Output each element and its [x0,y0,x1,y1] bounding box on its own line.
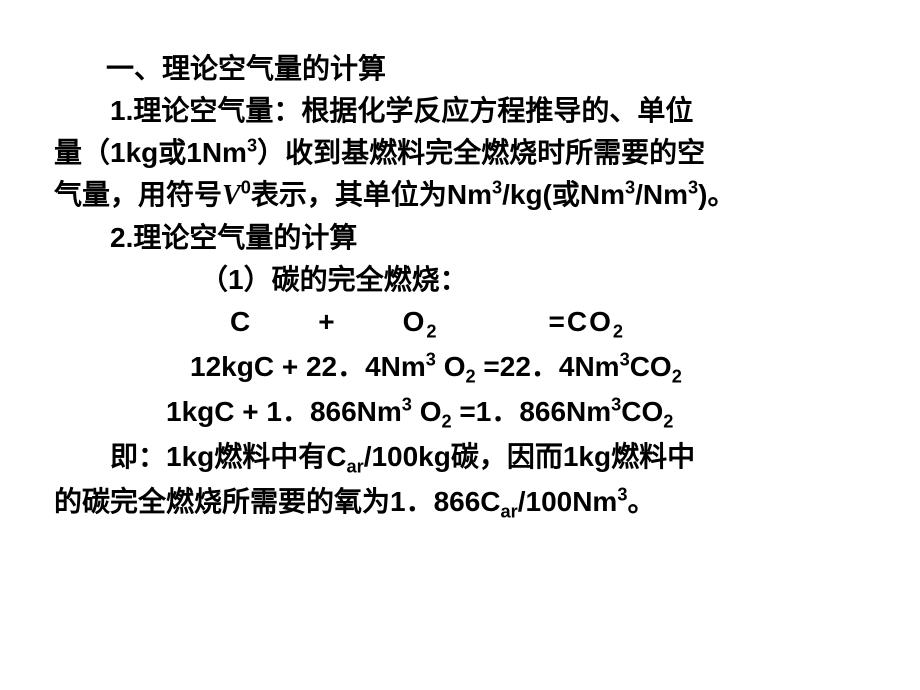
equation-3: 1kgC + 1．866Nm3 O2 =1．866Nm3CO2 [166,391,890,436]
text: CO [630,351,672,382]
superscript-3: 3 [492,178,502,198]
superscript-3: 3 [617,484,627,504]
symbol-V: V [222,180,241,211]
text: =22．4Nm [476,351,620,382]
text: 即：1kg燃料中有C [110,441,346,472]
section-heading: 一、理论空气量的计算 [106,48,890,90]
text: 。 [627,486,655,517]
superscript-3: 3 [402,394,412,414]
paragraph-1-line-2: 量（1kg或1Nm3）收到基燃料完全燃烧时所需要的空 [54,132,890,174]
superscript-3: 3 [688,178,698,198]
text: )。 [698,179,735,210]
text-m: m [467,179,492,210]
text: =1．866Nm [452,396,612,427]
text: 表示，其单位为N [251,179,467,210]
text: /100kg碳，因而1kg燃料中 [364,441,695,472]
equation-2: 12kgC + 22．4Nm3 O2 =22．4Nm3CO2 [190,346,890,391]
text: 气量，用符号 [54,179,222,210]
text: /kg(或N [502,179,600,210]
superscript-3: 3 [426,350,436,370]
subscript-2: 2 [672,366,682,386]
eq-CO2: =CO [549,306,613,337]
conclusion-line-2: 的碳完全燃烧所需要的氧为1．866Car/100Nm3。 [54,481,890,526]
eq-plus: + [318,306,336,337]
text-m: m [600,179,625,210]
subscript-2: 2 [441,411,451,431]
subscript-2: 2 [426,322,438,342]
text: ）收到基燃料完全燃烧时所需要的空 [257,137,705,168]
superscript-3: 3 [625,178,635,198]
subscript-2: 2 [663,411,673,431]
text: 1kgC + 1．866Nm [166,396,402,427]
superscript-3: 3 [247,136,257,156]
text: O [412,396,442,427]
eq-O: O [403,306,427,337]
text: 12kgC + 22．4Nm [190,351,426,382]
paragraph-1-line-1: 1.理论空气量：根据化学反应方程推导的、单位 [54,90,890,132]
equation-1: C+O2=CO2 [230,301,890,346]
eq-C: C [230,306,252,337]
subscript-ar: ar [346,456,363,476]
subscript-ar: ar [501,501,518,521]
conclusion-line-1: 即：1kg燃料中有Car/100kg碳，因而1kg燃料中 [54,436,890,481]
superscript-3: 3 [620,350,630,370]
superscript-3: 3 [611,394,621,414]
text: 量（1kg或1N [54,137,222,168]
text: 的碳完全燃烧所需要的氧为1．866C [54,486,501,517]
subscript-2: 2 [613,322,625,342]
subpoint-1: （1）碳的完全燃烧： [200,259,890,301]
paragraph-1-line-3: 气量，用符号V0表示，其单位为Nm3/kg(或Nm3/Nm3)。 [54,174,890,217]
text-m: m [222,137,247,168]
text: O [436,351,466,382]
text: CO [621,396,663,427]
text: /100Nm [518,486,618,517]
subscript-2: 2 [465,366,475,386]
text: /N [635,179,663,210]
superscript-0: 0 [241,178,251,198]
paragraph-2: 2.理论空气量的计算 [54,217,890,259]
text-m: m [663,179,688,210]
